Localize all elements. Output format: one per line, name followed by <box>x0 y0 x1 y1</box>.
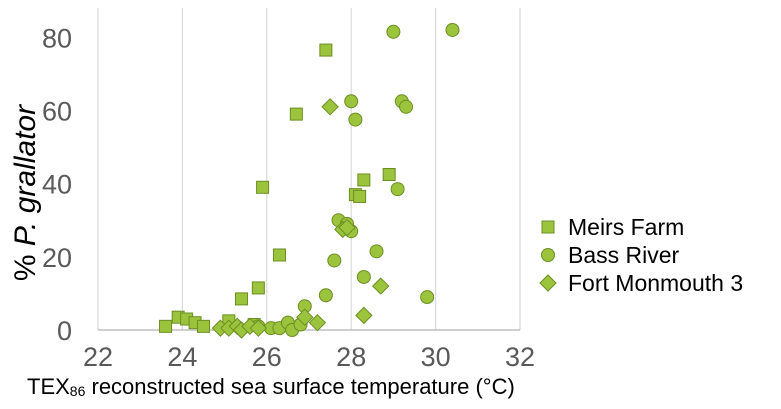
data-point <box>159 319 173 333</box>
x-tick-labels: 22 24 26 28 30 32 <box>83 342 535 372</box>
data-point <box>234 292 248 306</box>
data-point <box>445 22 460 37</box>
legend-marker <box>541 248 555 262</box>
data-point <box>308 313 327 332</box>
series-fort-monmouth-3 <box>211 98 390 339</box>
data-point <box>355 306 373 325</box>
data-point <box>372 277 390 295</box>
data-point <box>289 107 303 121</box>
data-point <box>296 308 314 326</box>
data-point <box>197 319 210 333</box>
series-bass-river <box>251 22 460 337</box>
x-axis-title: TEX86 reconstructed sea surface temperat… <box>27 374 515 399</box>
data-point <box>348 112 363 127</box>
data-point <box>338 218 356 237</box>
data-point <box>420 290 435 305</box>
legend-label: Fort Monmouth 3 <box>568 270 743 296</box>
legend-marker <box>541 220 555 234</box>
x-tick-label: 30 <box>421 342 451 372</box>
data-point <box>369 244 384 259</box>
x-tick-label: 24 <box>167 342 197 372</box>
y-tick-labels: 0 20 40 60 80 <box>42 23 72 346</box>
legend-label: Bass River <box>568 242 680 268</box>
data-point <box>356 269 371 284</box>
y-tick-label: 60 <box>42 96 72 126</box>
data-points <box>159 22 460 339</box>
data-point <box>272 248 286 262</box>
data-point <box>256 180 270 194</box>
data-point <box>382 167 396 181</box>
y-tick-label: 20 <box>42 243 72 273</box>
x-tick-label: 28 <box>336 342 366 372</box>
data-point <box>399 99 414 114</box>
series-meirs-farm <box>159 43 396 333</box>
data-point <box>249 319 268 337</box>
legend-marker <box>539 274 557 292</box>
y-axis-title: % P. grallator <box>9 104 42 281</box>
y-tick-label: 80 <box>42 23 72 53</box>
x-tick-label: 22 <box>83 342 113 372</box>
x-tick-label: 32 <box>505 342 535 372</box>
legend-label: Meirs Farm <box>568 214 684 240</box>
data-point <box>353 189 367 203</box>
gridlines <box>97 8 521 330</box>
data-point <box>357 173 371 187</box>
y-tick-label: 0 <box>57 316 72 346</box>
data-point <box>318 288 333 303</box>
data-point <box>319 43 333 57</box>
data-point <box>344 94 359 109</box>
data-point <box>390 182 405 197</box>
data-point <box>327 253 342 268</box>
y-tick-label: 40 <box>42 170 72 200</box>
x-tick-label: 26 <box>252 342 282 372</box>
data-point <box>386 24 401 39</box>
data-point <box>321 98 339 116</box>
data-point <box>251 281 265 295</box>
